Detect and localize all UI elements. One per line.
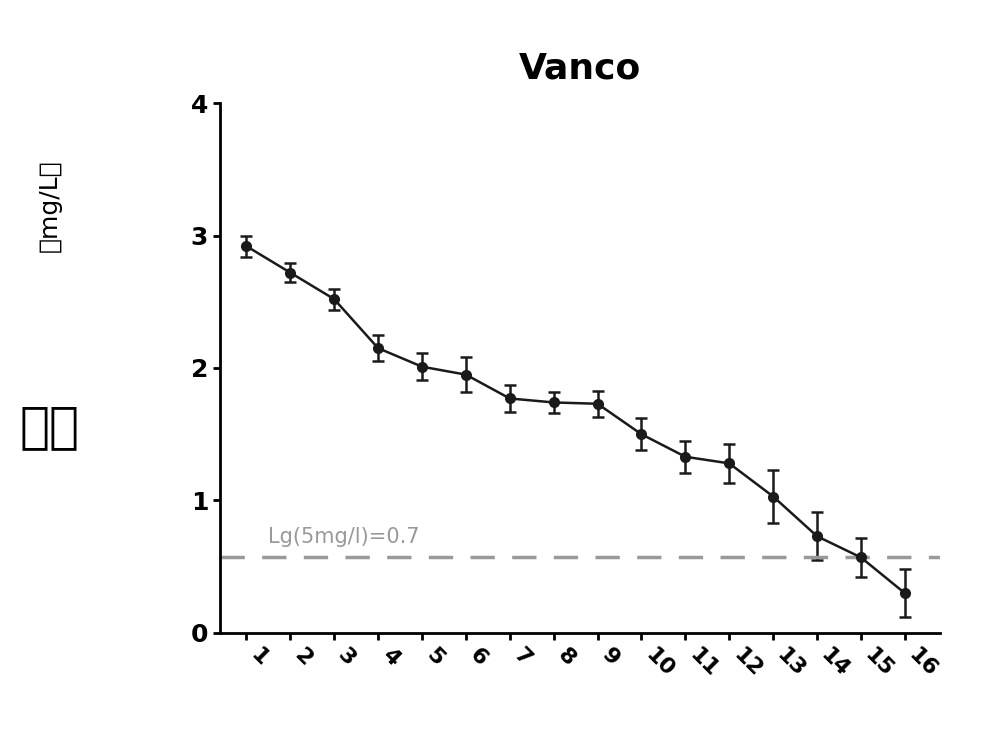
Text: （mg/L）: （mg/L） <box>38 160 62 252</box>
Text: Lg(5mg/l)=0.7: Lg(5mg/l)=0.7 <box>268 527 420 547</box>
Text: 浓度: 浓度 <box>20 403 80 451</box>
Title: Vanco: Vanco <box>519 51 641 85</box>
